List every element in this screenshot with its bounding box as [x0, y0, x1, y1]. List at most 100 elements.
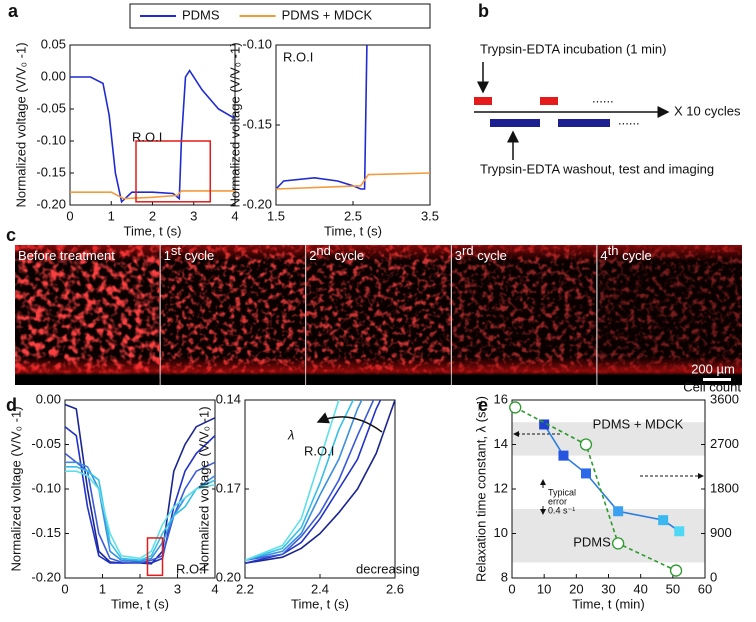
series-group	[70, 69, 235, 204]
washout-block	[490, 119, 540, 127]
data-point	[612, 537, 625, 550]
y-tick-label: 0.00	[36, 391, 61, 406]
annotation: R.O.I	[176, 561, 206, 576]
y2-tick-label: 1800	[710, 480, 739, 495]
x-tick-label: 2.6	[386, 581, 404, 596]
ellipsis: ......	[618, 112, 640, 127]
data-point	[658, 515, 669, 526]
cycle-word: cycle	[331, 248, 364, 263]
data-point	[580, 468, 591, 479]
data-line	[70, 190, 235, 200]
cycle-number: 2	[309, 248, 316, 263]
data-line	[245, 400, 395, 564]
panel-text: Before treatment	[18, 248, 115, 263]
data-point	[613, 506, 624, 517]
cycle-number: 3	[455, 248, 462, 263]
washout-block	[558, 119, 610, 127]
micrograph-edges	[597, 245, 742, 385]
data-line	[65, 426, 215, 564]
roi-box	[146, 537, 164, 577]
ordinal-suffix: st	[171, 243, 182, 258]
series-group	[65, 403, 215, 565]
x-tick-label: 3	[190, 208, 197, 223]
x-tick-label: 0	[61, 581, 68, 596]
panel-label: e	[478, 395, 488, 415]
y-tick-label: -0.14	[211, 391, 241, 406]
cycle-number: 4	[600, 248, 607, 263]
micrograph-label: Before treatment	[18, 248, 115, 263]
x-axis-title: Time, t (s)	[111, 596, 169, 611]
cycle-word: cycle	[181, 248, 214, 263]
data-line	[70, 69, 235, 204]
chart: 0 1 2 3 4 0.00 -0.05 -0.10 -0.15 -0.20 Time, t (s)…	[8, 391, 218, 611]
series-group	[509, 401, 685, 577]
micrograph-label: 3rd cycle	[455, 243, 507, 263]
annotation: R.O.I	[132, 129, 162, 144]
x-tick-label: 2.2	[236, 581, 254, 596]
annotation: R.O.I	[304, 443, 334, 458]
annotation: PDMS + MDCK	[593, 416, 684, 431]
y-tick-label: 8	[501, 569, 508, 584]
y-tick-label: -0.20	[242, 196, 272, 211]
micrograph-strip: Before treatment 1st cycle 2nd cycle 3rd cy…	[15, 243, 742, 385]
annotation: Typical	[548, 487, 576, 497]
ellipsis: ......	[592, 90, 614, 105]
incubation-label: Trypsin-EDTA incubation (1 min)	[480, 41, 666, 56]
y-tick-label: -0.17	[211, 480, 241, 495]
y2-axis-title: Cell count	[683, 379, 741, 394]
y-tick-label: -0.20	[211, 569, 241, 584]
x-tick-label: 50	[666, 581, 680, 596]
y-tick-label: 12	[494, 480, 508, 495]
x-tick-label: 1	[99, 581, 106, 596]
x-tick-label: 2.5	[344, 208, 362, 223]
data-point	[674, 526, 685, 537]
annotation: error	[548, 496, 567, 506]
panel-label: c	[6, 225, 16, 245]
x-tick-label: 0	[66, 208, 73, 223]
panel-label: b	[478, 1, 489, 21]
x-tick-label: 30	[601, 581, 615, 596]
incubation-block	[540, 97, 558, 105]
x-tick-label: 4	[211, 581, 218, 596]
x-tick-label: 0	[508, 581, 515, 596]
x-tick-label: 3.5	[421, 208, 439, 223]
x-tick-label: 2	[136, 581, 143, 596]
micrograph-edges	[451, 245, 597, 385]
data-line	[245, 400, 340, 561]
y2-tick-label: 2700	[710, 436, 739, 451]
plot-frame	[275, 44, 431, 206]
data-line	[65, 403, 215, 565]
data-line	[245, 400, 363, 561]
timeline-diagram: Trypsin-EDTA incubation (1 min) ...... X…	[474, 41, 741, 176]
cycle-number: 1	[164, 248, 171, 263]
micrograph-edges	[306, 245, 451, 385]
x-axis-title: Time, t (s)	[324, 223, 382, 238]
scale-bar-label: 200 µm	[691, 361, 735, 376]
trend-arrow	[316, 412, 383, 433]
y2-tick-label: 0	[710, 569, 717, 584]
y-tick-label: -0.15	[36, 164, 66, 179]
data-line	[245, 400, 355, 561]
y-tick-label: -0.05	[36, 100, 66, 115]
x-tick-label: 1.5	[267, 208, 285, 223]
legend-box	[129, 3, 431, 29]
panel-label: a	[8, 1, 19, 21]
chart: 2.2 2.4 2.6 -0.14 -0.17 -0.20 Time, t (s) Norma…	[196, 391, 419, 611]
y-axis-title: Normalized voltage (V/V₀ -1)	[196, 406, 211, 571]
series-group	[276, 45, 430, 190]
micrograph-edges	[160, 245, 306, 385]
data-line	[276, 172, 430, 190]
micrograph-label: 1st cycle	[164, 243, 215, 263]
cycles-label: X 10 cycles	[674, 103, 741, 118]
y-tick-label: 10	[494, 525, 508, 540]
micrograph-edges	[15, 245, 160, 385]
y-tick-label: 0.05	[41, 36, 66, 51]
y-tick-label: 14	[494, 436, 508, 451]
x-tick-label: 20	[569, 581, 583, 596]
x-axis-title: Time, t (min)	[572, 596, 644, 611]
micrograph-label: 4th cycle	[600, 243, 651, 263]
annotation: R.O.I	[283, 49, 313, 64]
y-tick-label: -0.10	[36, 132, 66, 147]
